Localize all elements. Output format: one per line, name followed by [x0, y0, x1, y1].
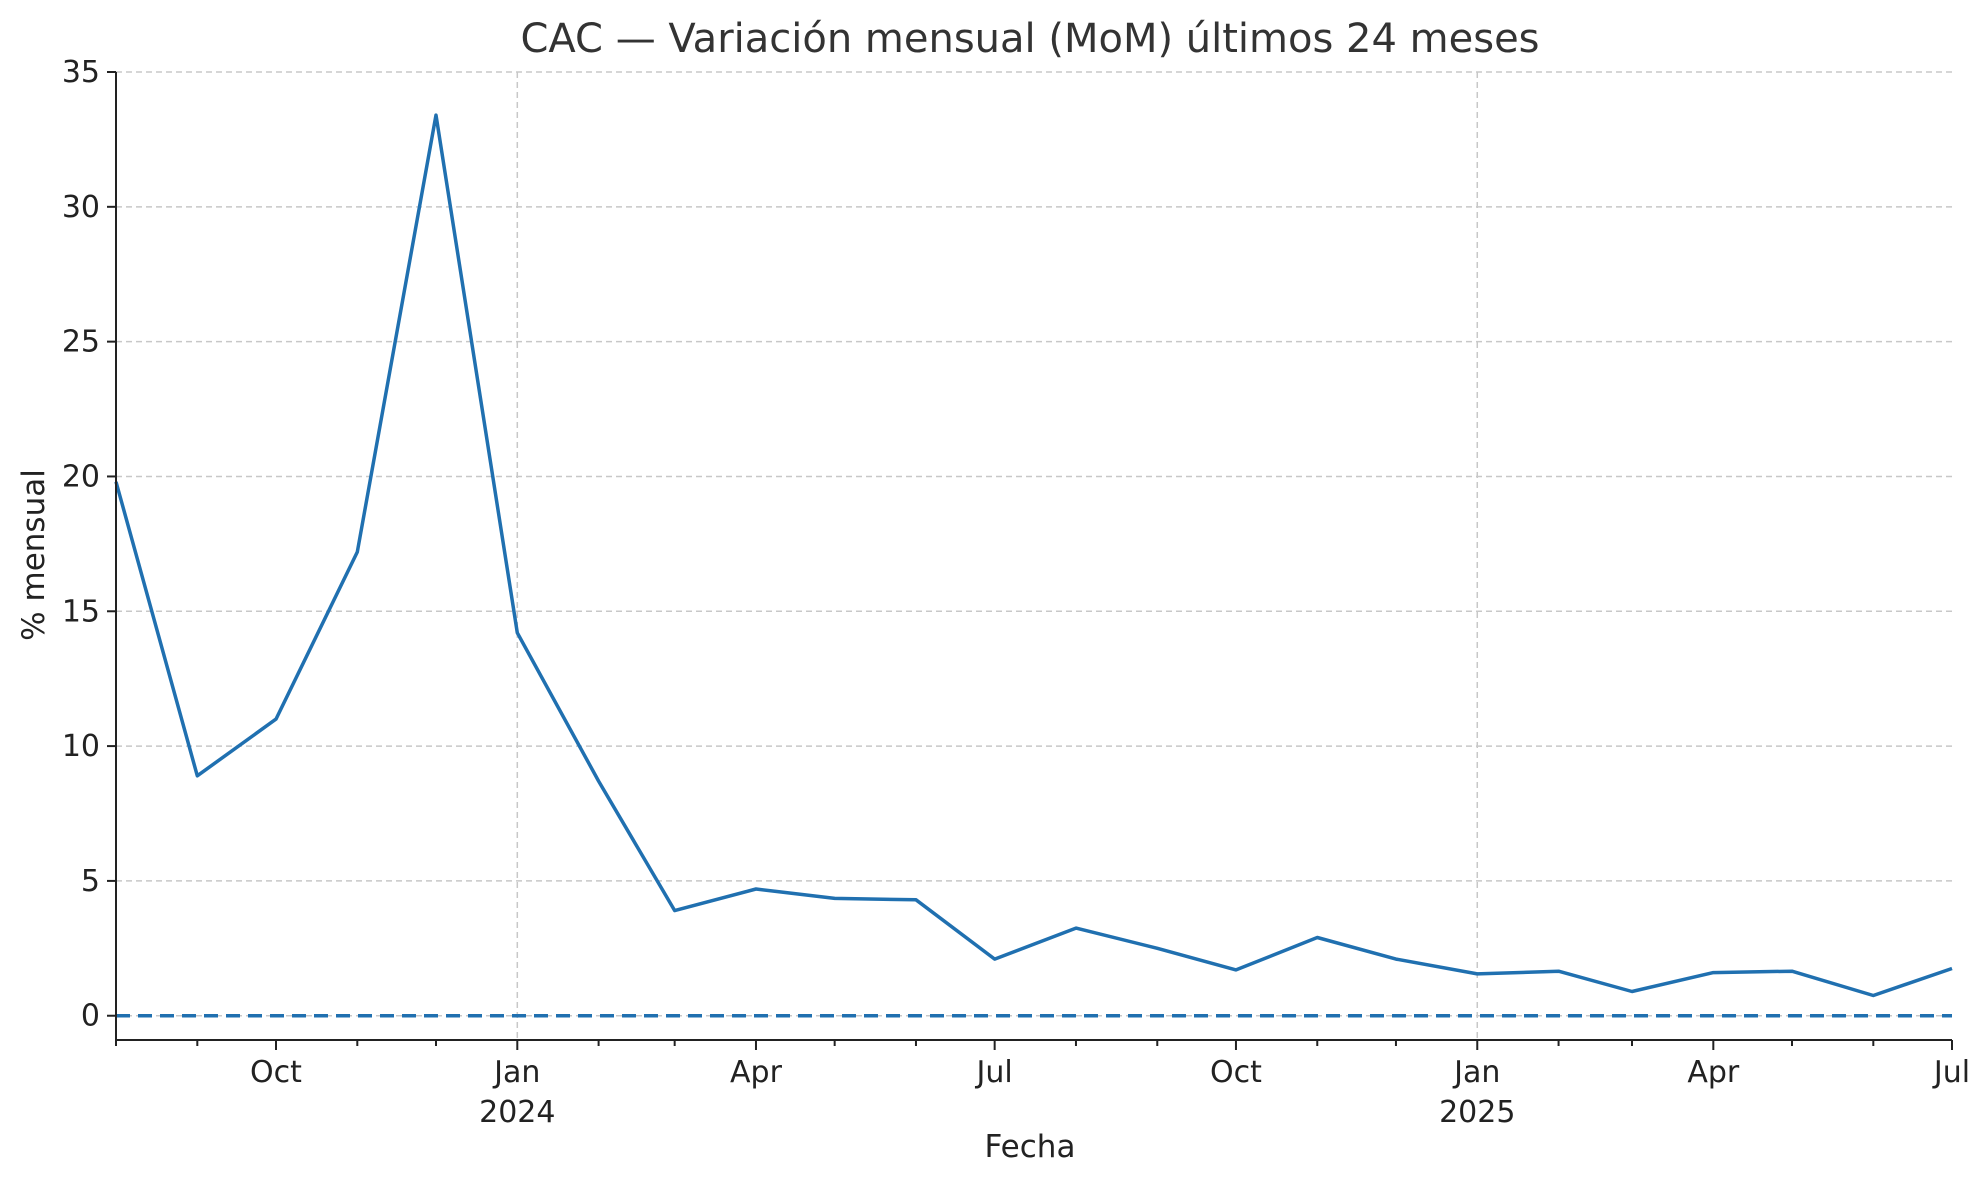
axes — [115, 72, 1952, 1041]
y-tick-label: 10 — [62, 729, 100, 764]
x-tick-label: Apr — [730, 1055, 783, 1090]
x-tick-label: Jul — [975, 1055, 1013, 1090]
x-tick-label: Jan — [1452, 1055, 1500, 1090]
y-axis-ticks: 0 5 10 15 20 25 30 35 — [62, 55, 116, 1034]
x-tick-year-label: 2025 — [1439, 1095, 1515, 1130]
y-tick-label: 15 — [62, 594, 100, 629]
y-tick-label: 25 — [62, 325, 100, 360]
y-axis-label: % mensual — [16, 469, 52, 641]
series-line — [114, 113, 1953, 998]
x-tick-label: Apr — [1687, 1055, 1740, 1090]
x-tick-label: Jul — [1932, 1055, 1970, 1090]
x-axis-ticks: Oct Jan 2024 Apr Jul Oct Jan 2025 Apr Jul — [115, 1040, 1970, 1130]
x-tick-year-label: 2024 — [479, 1095, 555, 1130]
grid — [116, 71, 1952, 1040]
y-tick-label: 30 — [62, 190, 100, 225]
x-axis-label: Fecha — [985, 1129, 1076, 1165]
x-tick-label: Oct — [1210, 1055, 1262, 1090]
y-tick-label: 35 — [62, 55, 100, 90]
y-tick-label: 5 — [81, 864, 100, 899]
x-tick-label: Oct — [250, 1055, 302, 1090]
chart-title: CAC — Variación mensual (MoM) últimos 24… — [520, 16, 1539, 62]
y-tick-label: 20 — [62, 459, 100, 494]
x-tick-label: Jan — [492, 1055, 540, 1090]
y-tick-label: 0 — [81, 999, 100, 1034]
